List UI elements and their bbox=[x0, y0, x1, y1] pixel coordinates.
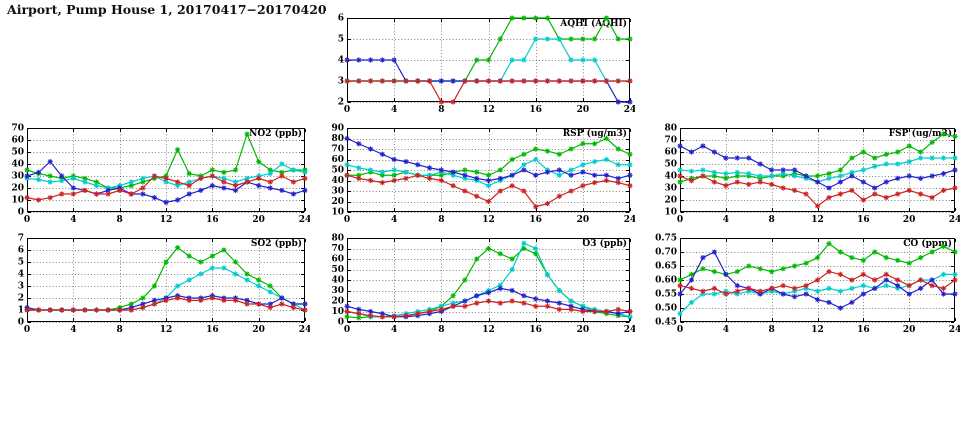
chart-fsp bbox=[650, 121, 960, 227]
chart-aqhi bbox=[325, 11, 635, 117]
chart-o3 bbox=[325, 231, 635, 337]
chart-no2 bbox=[5, 121, 310, 227]
page-title: Airport, Pump House 1, 20170417−20170420 bbox=[7, 2, 327, 17]
chart-co bbox=[650, 231, 960, 337]
chart-rsp bbox=[325, 121, 635, 227]
chart-so2 bbox=[5, 231, 310, 337]
